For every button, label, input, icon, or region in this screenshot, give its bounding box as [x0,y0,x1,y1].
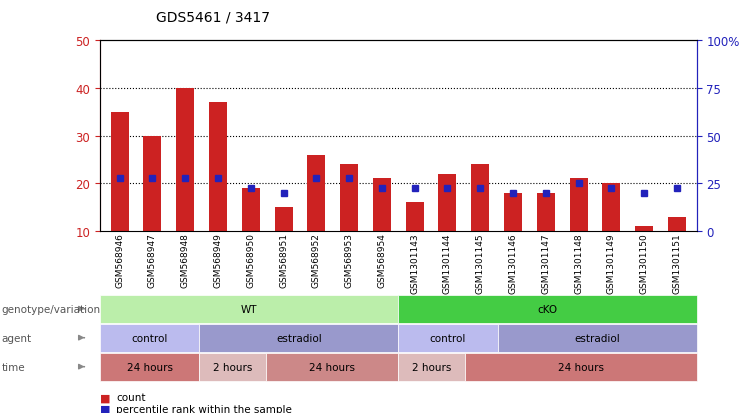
Text: control: control [430,333,466,343]
Bar [570,179,588,231]
Bar [536,193,555,231]
Bar [373,179,391,231]
Bar [504,193,522,231]
Bar [308,155,325,231]
Bar [275,207,293,231]
Bar [668,217,686,231]
Bar [340,165,358,231]
Bar [405,203,424,231]
Text: agent: agent [1,333,32,343]
Text: estradiol: estradiol [276,333,322,343]
Bar [110,112,129,231]
Bar [471,165,489,231]
Text: WT: WT [241,304,257,314]
Bar [209,103,227,231]
Text: 2 hours: 2 hours [213,362,252,372]
Bar [635,226,653,231]
Text: cKO: cKO [537,304,557,314]
Bar [439,174,456,231]
Bar [176,89,194,231]
Text: 24 hours: 24 hours [127,362,173,372]
Text: 24 hours: 24 hours [309,362,355,372]
Bar [602,184,620,231]
Bar [242,188,260,231]
Text: GDS5461 / 3417: GDS5461 / 3417 [156,10,270,24]
Text: ■: ■ [100,392,110,402]
Text: count: count [116,392,146,402]
Text: control: control [132,333,168,343]
Text: estradiol: estradiol [574,333,620,343]
Text: time: time [1,362,25,372]
Text: 2 hours: 2 hours [412,362,451,372]
Text: genotype/variation: genotype/variation [1,304,101,314]
Text: percentile rank within the sample: percentile rank within the sample [116,404,292,413]
Bar [144,136,162,231]
Text: 24 hours: 24 hours [557,362,604,372]
Text: ■: ■ [100,404,110,413]
